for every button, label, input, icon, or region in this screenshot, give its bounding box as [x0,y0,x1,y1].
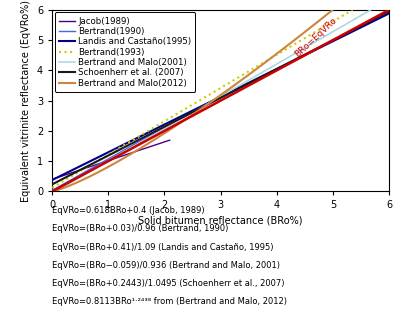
Landis and Castaño(1995) [303,53,308,57]
Bertrand(1993) [275,52,280,56]
Bertrand(1993) [283,48,288,51]
Line: Landis and Castaño(1995): Landis and Castaño(1995) [52,14,389,180]
Jacob(1989) [167,138,172,142]
Bertrand(1990) [75,175,79,179]
Text: EqVRo=(BRo−0.059)/0.936 (Bertrand and Malo, 2001): EqVRo=(BRo−0.059)/0.936 (Bertrand and Ma… [52,261,280,270]
Text: EqVRo=(BRo+0.2443)/1.0495 (Schoenherr et al., 2007): EqVRo=(BRo+0.2443)/1.0495 (Schoenherr et… [52,279,285,288]
Schoenherr et al. (2007) [202,104,207,108]
Bertrand and Malo(2001) [167,124,172,128]
Bertrand(1990) [148,133,153,137]
Landis and Castaño(1995) [387,12,391,16]
Line: Bertrand and Malo(2001): Bertrand and Malo(2001) [55,10,371,191]
Bertrand(1993) [350,8,355,12]
Schoenherr et al. (2007) [109,152,114,156]
Jacob(1989) [50,177,55,181]
X-axis label: Solid bitumen reflectance (BRo%): Solid bitumen reflectance (BRo%) [138,216,303,226]
Bertrand(1990) [167,122,172,126]
Bertrand(1993) [132,137,137,141]
Bertrand and Malo(2012) [137,147,142,151]
Schoenherr et al. (2007) [275,67,279,71]
Landis and Castaño(1995) [202,103,207,107]
Y-axis label: Equivalent vitrinite reflectance (EqVRo%): Equivalent vitrinite reflectance (EqVRo%… [21,0,31,202]
Bertrand and Malo(2001) [156,130,161,134]
Schoenherr et al. (2007) [136,138,141,142]
Text: EqVRo=0.8113BRo¹·²⁴³⁸ from (Bertrand and Malo, 2012): EqVRo=0.8113BRo¹·²⁴³⁸ from (Bertrand and… [52,297,287,306]
Landis and Castaño(1995) [109,148,114,152]
Landis and Castaño(1995) [275,67,279,71]
Bertrand and Malo(2001) [53,189,58,193]
Bertrand and Malo(2001) [358,14,363,18]
Bertrand and Malo(2012) [101,168,106,172]
Bertrand and Malo(2012) [50,189,55,193]
Bertrand(1990) [50,188,55,192]
Text: EqVRo=(BRo+0.41)/1.09 (Landis and Castaño, 1995): EqVRo=(BRo+0.41)/1.09 (Landis and Castañ… [52,243,273,251]
Bertrand and Malo(2001) [168,123,173,127]
Schoenherr et al. (2007) [50,182,55,186]
Bertrand and Malo(2012) [83,177,88,181]
Bertrand(1990) [108,156,113,160]
Text: EqVRo=(BRo+0.03)/0.96 (Bertrand, 1990): EqVRo=(BRo+0.03)/0.96 (Bertrand, 1990) [52,224,229,233]
Jacob(1989) [51,177,56,181]
Schoenherr et al. (2007) [387,10,391,14]
Bertrand and Malo(2001) [368,8,373,12]
Bertrand and Malo(2001) [170,122,175,126]
Jacob(1989) [155,142,160,146]
Bertrand and Malo(2012) [194,110,198,114]
Line: Jacob(1989): Jacob(1989) [52,140,170,179]
Text: EqVRo=0.618BRo+0.4 (Jacob, 1989): EqVRo=0.618BRo+0.4 (Jacob, 1989) [52,206,205,215]
Line: Schoenherr et al. (2007): Schoenherr et al. (2007) [52,12,389,184]
Landis and Castaño(1995) [50,178,55,182]
Jacob(1989) [108,158,113,162]
Bertrand(1993) [131,138,136,142]
Schoenherr et al. (2007) [248,81,253,84]
Line: Bertrand(1990): Bertrand(1990) [52,124,170,190]
Line: Bertrand(1993): Bertrand(1993) [52,10,352,188]
Bertrand and Malo(2001) [219,94,224,98]
Landis and Castaño(1995) [248,80,253,84]
Bertrand and Malo(2012) [330,8,334,12]
Jacob(1989) [148,145,153,148]
Text: BRo=EqVRo: BRo=EqVRo [293,16,339,59]
Bertrand(1993) [121,144,126,148]
Bertrand(1993) [291,43,296,47]
Jacob(1989) [105,159,110,163]
Legend: Jacob(1989), Bertrand(1990), Landis and Castaño(1995), Bertrand(1993), Bertrand : Jacob(1989), Bertrand(1990), Landis and … [55,13,195,92]
Bertrand(1993) [50,186,55,190]
Bertrand(1990) [51,188,56,192]
Bertrand and Malo(2012) [296,35,301,39]
Bertrand(1990) [105,157,110,161]
Jacob(1989) [75,169,79,173]
Schoenherr et al. (2007) [303,52,308,56]
Bertrand(1990) [155,129,160,133]
Landis and Castaño(1995) [136,135,141,139]
Bertrand and Malo(2012) [266,58,271,62]
Line: Bertrand and Malo(2012): Bertrand and Malo(2012) [52,10,332,191]
